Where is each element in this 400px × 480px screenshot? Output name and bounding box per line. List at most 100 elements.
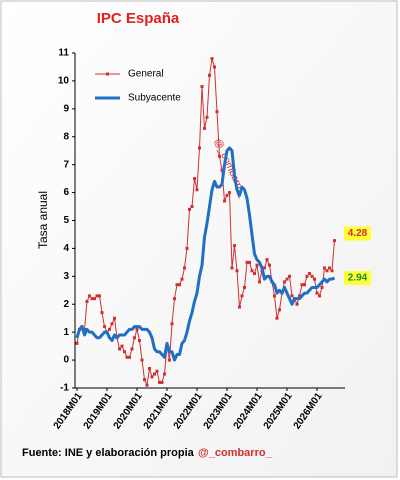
point bbox=[195, 188, 199, 192]
point bbox=[93, 297, 96, 301]
y-tick-label: -1 bbox=[60, 383, 69, 394]
point bbox=[230, 266, 234, 270]
point bbox=[178, 283, 181, 287]
y-tick-label: 6 bbox=[63, 187, 69, 198]
legend-label: Subyacente bbox=[128, 93, 181, 104]
point bbox=[148, 366, 151, 370]
point bbox=[138, 339, 141, 343]
point bbox=[120, 344, 124, 348]
point bbox=[300, 283, 304, 287]
point bbox=[325, 269, 329, 273]
point bbox=[185, 246, 189, 250]
legend-marker bbox=[106, 72, 109, 76]
point bbox=[273, 294, 276, 298]
point bbox=[263, 266, 266, 270]
point bbox=[275, 316, 279, 320]
series-line bbox=[75, 146, 336, 362]
point bbox=[208, 73, 211, 77]
point bbox=[330, 269, 334, 273]
point bbox=[100, 311, 104, 315]
y-tick-label: 0 bbox=[63, 355, 69, 366]
y-tick-label: 9 bbox=[63, 103, 69, 114]
point bbox=[90, 297, 94, 301]
point bbox=[243, 286, 246, 289]
point bbox=[188, 207, 191, 211]
point bbox=[130, 347, 134, 351]
point bbox=[160, 380, 164, 384]
point bbox=[285, 277, 289, 281]
point bbox=[103, 325, 106, 329]
point bbox=[123, 350, 126, 354]
point bbox=[85, 299, 89, 303]
point bbox=[118, 347, 121, 351]
point bbox=[175, 283, 179, 287]
point bbox=[313, 277, 316, 281]
point bbox=[223, 199, 226, 203]
point bbox=[173, 297, 176, 301]
point bbox=[140, 358, 144, 362]
point bbox=[305, 274, 309, 278]
y-tick-label: 5 bbox=[63, 215, 69, 226]
point bbox=[95, 294, 99, 298]
point bbox=[155, 369, 159, 373]
point bbox=[205, 115, 209, 119]
point bbox=[145, 383, 149, 387]
point bbox=[215, 110, 219, 114]
point bbox=[128, 355, 131, 359]
point bbox=[245, 260, 249, 264]
point bbox=[295, 302, 299, 306]
point bbox=[168, 358, 171, 362]
point bbox=[110, 322, 114, 326]
point bbox=[233, 244, 236, 248]
point bbox=[170, 322, 174, 326]
point bbox=[180, 277, 184, 281]
point bbox=[315, 291, 319, 295]
point bbox=[235, 269, 239, 273]
source-note: Fuente: INE y elaboración propia bbox=[22, 447, 195, 459]
point bbox=[308, 272, 311, 276]
point bbox=[290, 294, 294, 298]
point bbox=[88, 294, 91, 298]
point bbox=[333, 239, 336, 243]
point bbox=[193, 177, 196, 181]
legend-label: General bbox=[128, 69, 164, 80]
point bbox=[310, 274, 314, 278]
point bbox=[218, 154, 221, 158]
point bbox=[220, 168, 224, 172]
chart-title: IPC España bbox=[97, 10, 180, 27]
point bbox=[328, 266, 331, 270]
point bbox=[213, 65, 216, 69]
value-label-box bbox=[344, 226, 371, 241]
point bbox=[298, 294, 301, 298]
y-tick-label: 7 bbox=[63, 159, 69, 170]
point bbox=[253, 272, 256, 276]
point bbox=[303, 283, 306, 287]
y-tick-label: 1 bbox=[63, 327, 69, 338]
point bbox=[323, 266, 326, 270]
point bbox=[198, 146, 201, 150]
point bbox=[283, 280, 286, 284]
point bbox=[203, 126, 206, 130]
point bbox=[153, 372, 156, 376]
y-tick-label: 8 bbox=[63, 131, 69, 142]
point bbox=[210, 57, 214, 61]
point bbox=[75, 341, 79, 345]
value-label-box bbox=[344, 271, 371, 286]
y-tick-label: 11 bbox=[58, 48, 69, 59]
point bbox=[143, 378, 146, 382]
point bbox=[108, 327, 111, 331]
point bbox=[113, 316, 116, 320]
point bbox=[183, 266, 186, 270]
point bbox=[98, 294, 101, 298]
credit: @_combarro_ bbox=[198, 447, 273, 459]
point bbox=[225, 193, 229, 197]
point bbox=[190, 205, 194, 209]
point bbox=[250, 269, 254, 273]
point bbox=[150, 375, 154, 379]
value-label: 2.94 bbox=[348, 273, 368, 284]
point bbox=[268, 263, 271, 267]
y-tick-label: 2 bbox=[63, 299, 69, 310]
point bbox=[265, 258, 269, 262]
